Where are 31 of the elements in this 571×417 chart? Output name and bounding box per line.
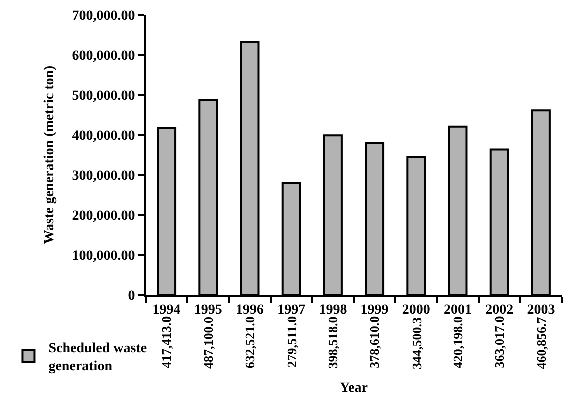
x-tick-label: 1995 bbox=[194, 302, 222, 318]
y-tick-label: 300,000.00 bbox=[72, 168, 136, 184]
y-axis-title: Waste generation (metric ton) bbox=[42, 65, 58, 244]
x-tick-label: 1999 bbox=[360, 302, 389, 318]
y-tick-label: 500,000.00 bbox=[72, 88, 136, 104]
x-tick-label: 2002 bbox=[486, 302, 514, 318]
data-label: 487,100.0 bbox=[200, 317, 216, 369]
data-label: 420,198.0 bbox=[450, 316, 466, 369]
x-tick-label: 1996 bbox=[236, 302, 264, 318]
data-label: 378,610.0 bbox=[367, 316, 382, 368]
data-label: 363,017.0 bbox=[492, 316, 507, 368]
x-tick-label: 2003 bbox=[527, 302, 556, 318]
y-tick-label: 400,000.00 bbox=[72, 128, 136, 144]
text: Year bbox=[340, 381, 368, 396]
data-label: 344,500.3 bbox=[409, 317, 424, 370]
data-label: 460,856.7 bbox=[534, 316, 550, 370]
x-tick-label: 2001 bbox=[444, 302, 472, 318]
y-tick-label: 0 bbox=[128, 288, 136, 304]
data-label: 417,413.0 bbox=[159, 316, 174, 368]
y-tick-label: 700,000.00 bbox=[72, 8, 136, 24]
data-label: 632,521.0 bbox=[242, 316, 258, 369]
y-tick-label: 100,000.00 bbox=[72, 248, 136, 264]
y-tick-label: 200,000.00 bbox=[72, 208, 136, 224]
data-label: 279,511.0 bbox=[284, 316, 300, 368]
x-tick-label: 2000 bbox=[402, 302, 430, 318]
y-tick-label: 600,000.00 bbox=[72, 48, 136, 64]
x-tick-label: 1997 bbox=[278, 302, 306, 318]
legend-label: Scheduled waste generation bbox=[48, 341, 148, 375]
x-tick-label: 1994 bbox=[152, 302, 181, 318]
x-tick-label: 1998 bbox=[319, 302, 348, 318]
data-label: 398,518.0 bbox=[326, 316, 341, 369]
